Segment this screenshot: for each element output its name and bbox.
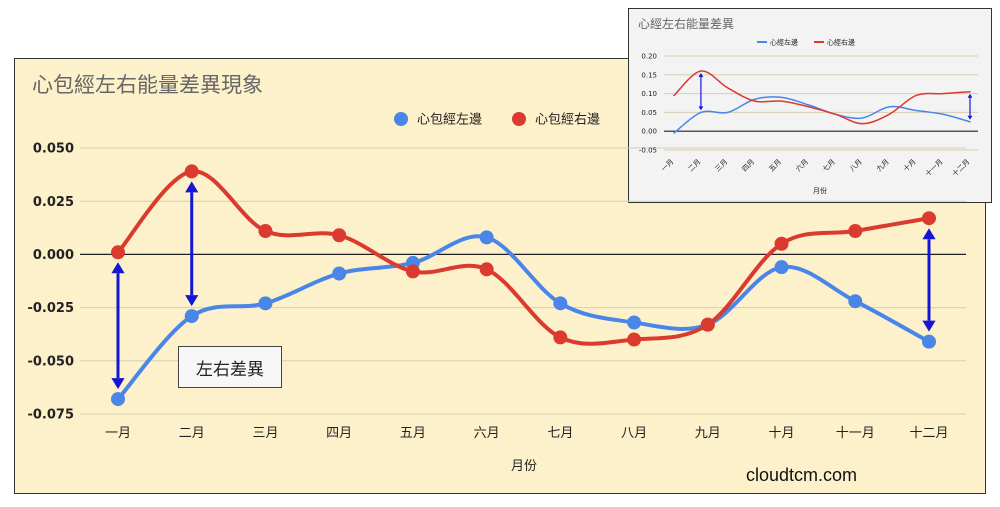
main-data-point-left	[479, 230, 494, 245]
main-y-tick-label: -0.025	[27, 301, 74, 316]
main-x-tick-label: 四月	[326, 426, 352, 441]
main-x-tick-label: 五月	[400, 426, 426, 441]
main-data-point-left	[332, 266, 347, 281]
main-legend-marker	[512, 112, 526, 126]
main-x-tick-label: 七月	[547, 426, 573, 441]
main-data-point-right	[332, 228, 347, 243]
difference-annotation: 左右差異	[178, 346, 282, 388]
inset-difference-arrow-head-bottom	[967, 115, 973, 120]
inset-difference-arrow-head-top	[967, 93, 973, 98]
main-data-point-right	[111, 245, 125, 260]
main-data-point-right	[184, 164, 199, 179]
inset-x-tick-label: 十二月	[950, 157, 971, 178]
main-x-tick-label: 三月	[252, 426, 278, 441]
main-x-tick-label: 十一月	[836, 426, 875, 441]
main-data-point-right	[553, 330, 568, 345]
main-x-axis-label: 月份	[511, 459, 537, 474]
main-series-line-left	[116, 234, 931, 402]
main-data-point-left	[258, 296, 273, 311]
main-data-point-right	[774, 236, 789, 251]
main-x-tick-label: 十月	[769, 426, 795, 441]
inset-x-tick-label: 五月	[767, 158, 783, 174]
inset-series-line-right	[673, 70, 971, 125]
inset-x-axis-label: 月份	[813, 186, 827, 195]
main-data-point-left	[184, 309, 199, 324]
main-data-point-left	[848, 294, 863, 309]
inset-legend-label: 心經左邊	[770, 37, 798, 46]
inset-x-tick-label: 二月	[687, 158, 703, 174]
main-x-tick-label: 九月	[695, 426, 721, 441]
main-y-tick-label: -0.075	[27, 408, 74, 423]
main-y-tick-label: 0.025	[33, 195, 74, 210]
inset-x-tick-label: 四月	[741, 158, 757, 174]
main-data-point-left	[774, 260, 789, 275]
inset-x-tick-label: 七月	[821, 157, 837, 173]
inset-y-tick-label: -0.05	[639, 146, 657, 154]
main-data-point-left	[111, 392, 125, 407]
main-y-tick-label: 0.050	[33, 142, 74, 157]
main-legend-label: 心包經右邊	[535, 113, 600, 128]
main-x-tick-label: 八月	[621, 426, 647, 441]
main-y-tick-label: 0.000	[33, 248, 74, 263]
main-data-point-right	[627, 332, 642, 347]
inset-series-line-left	[673, 96, 971, 134]
main-legend-label: 心包經左邊	[417, 113, 482, 128]
main-y-tick-label: -0.050	[27, 354, 74, 369]
main-difference-arrow-head-bottom	[922, 320, 936, 332]
inset-chart-title: 心經左右能量差異	[638, 16, 734, 31]
main-data-point-right	[848, 223, 863, 238]
main-data-point-left	[922, 334, 936, 349]
main-data-point-right	[479, 262, 494, 277]
inset-y-tick-label: 0.15	[641, 71, 657, 79]
main-chart-title: 心包經左右能量差異現象	[32, 73, 263, 97]
inset-x-tick-label: 十一月	[923, 157, 944, 178]
main-data-point-left	[627, 315, 642, 330]
main-data-point-right	[258, 223, 273, 238]
watermark: cloudtcm.com	[746, 465, 858, 485]
main-data-point-right	[922, 211, 936, 226]
main-x-tick-label: 一月	[105, 426, 131, 441]
inset-y-tick-label: 0.10	[641, 90, 657, 98]
inset-x-tick-label: 八月	[848, 158, 864, 174]
main-legend-marker	[394, 112, 408, 126]
inset-difference-arrow-head-bottom	[698, 106, 704, 111]
main-difference-arrow-head-top	[922, 228, 936, 240]
inset-y-tick-label: 0.20	[641, 52, 657, 60]
main-data-point-right	[700, 317, 715, 332]
inset-y-tick-label: 0.00	[641, 128, 657, 136]
inset-x-tick-label: 六月	[794, 157, 810, 173]
main-data-point-right	[405, 264, 420, 279]
main-difference-arrow-head-top	[185, 181, 199, 193]
main-data-point-left	[553, 296, 568, 311]
inset-y-tick-label: 0.05	[641, 109, 657, 117]
inset-difference-arrow-head-top	[698, 73, 704, 78]
main-difference-arrow-head-top	[111, 262, 125, 274]
inset-x-tick-label: 十月	[901, 157, 917, 173]
inset-x-tick-label: 九月	[874, 157, 890, 173]
inset-legend-label: 心經右邊	[827, 37, 855, 46]
main-difference-arrow-head-bottom	[111, 378, 125, 390]
main-x-tick-label: 十二月	[909, 426, 948, 441]
main-x-tick-label: 六月	[474, 426, 500, 441]
main-x-tick-label: 二月	[179, 426, 205, 441]
inset-x-tick-label: 三月	[714, 158, 730, 174]
main-difference-arrow-head-bottom	[185, 295, 199, 307]
inset-x-tick-label: 一月	[660, 158, 676, 174]
